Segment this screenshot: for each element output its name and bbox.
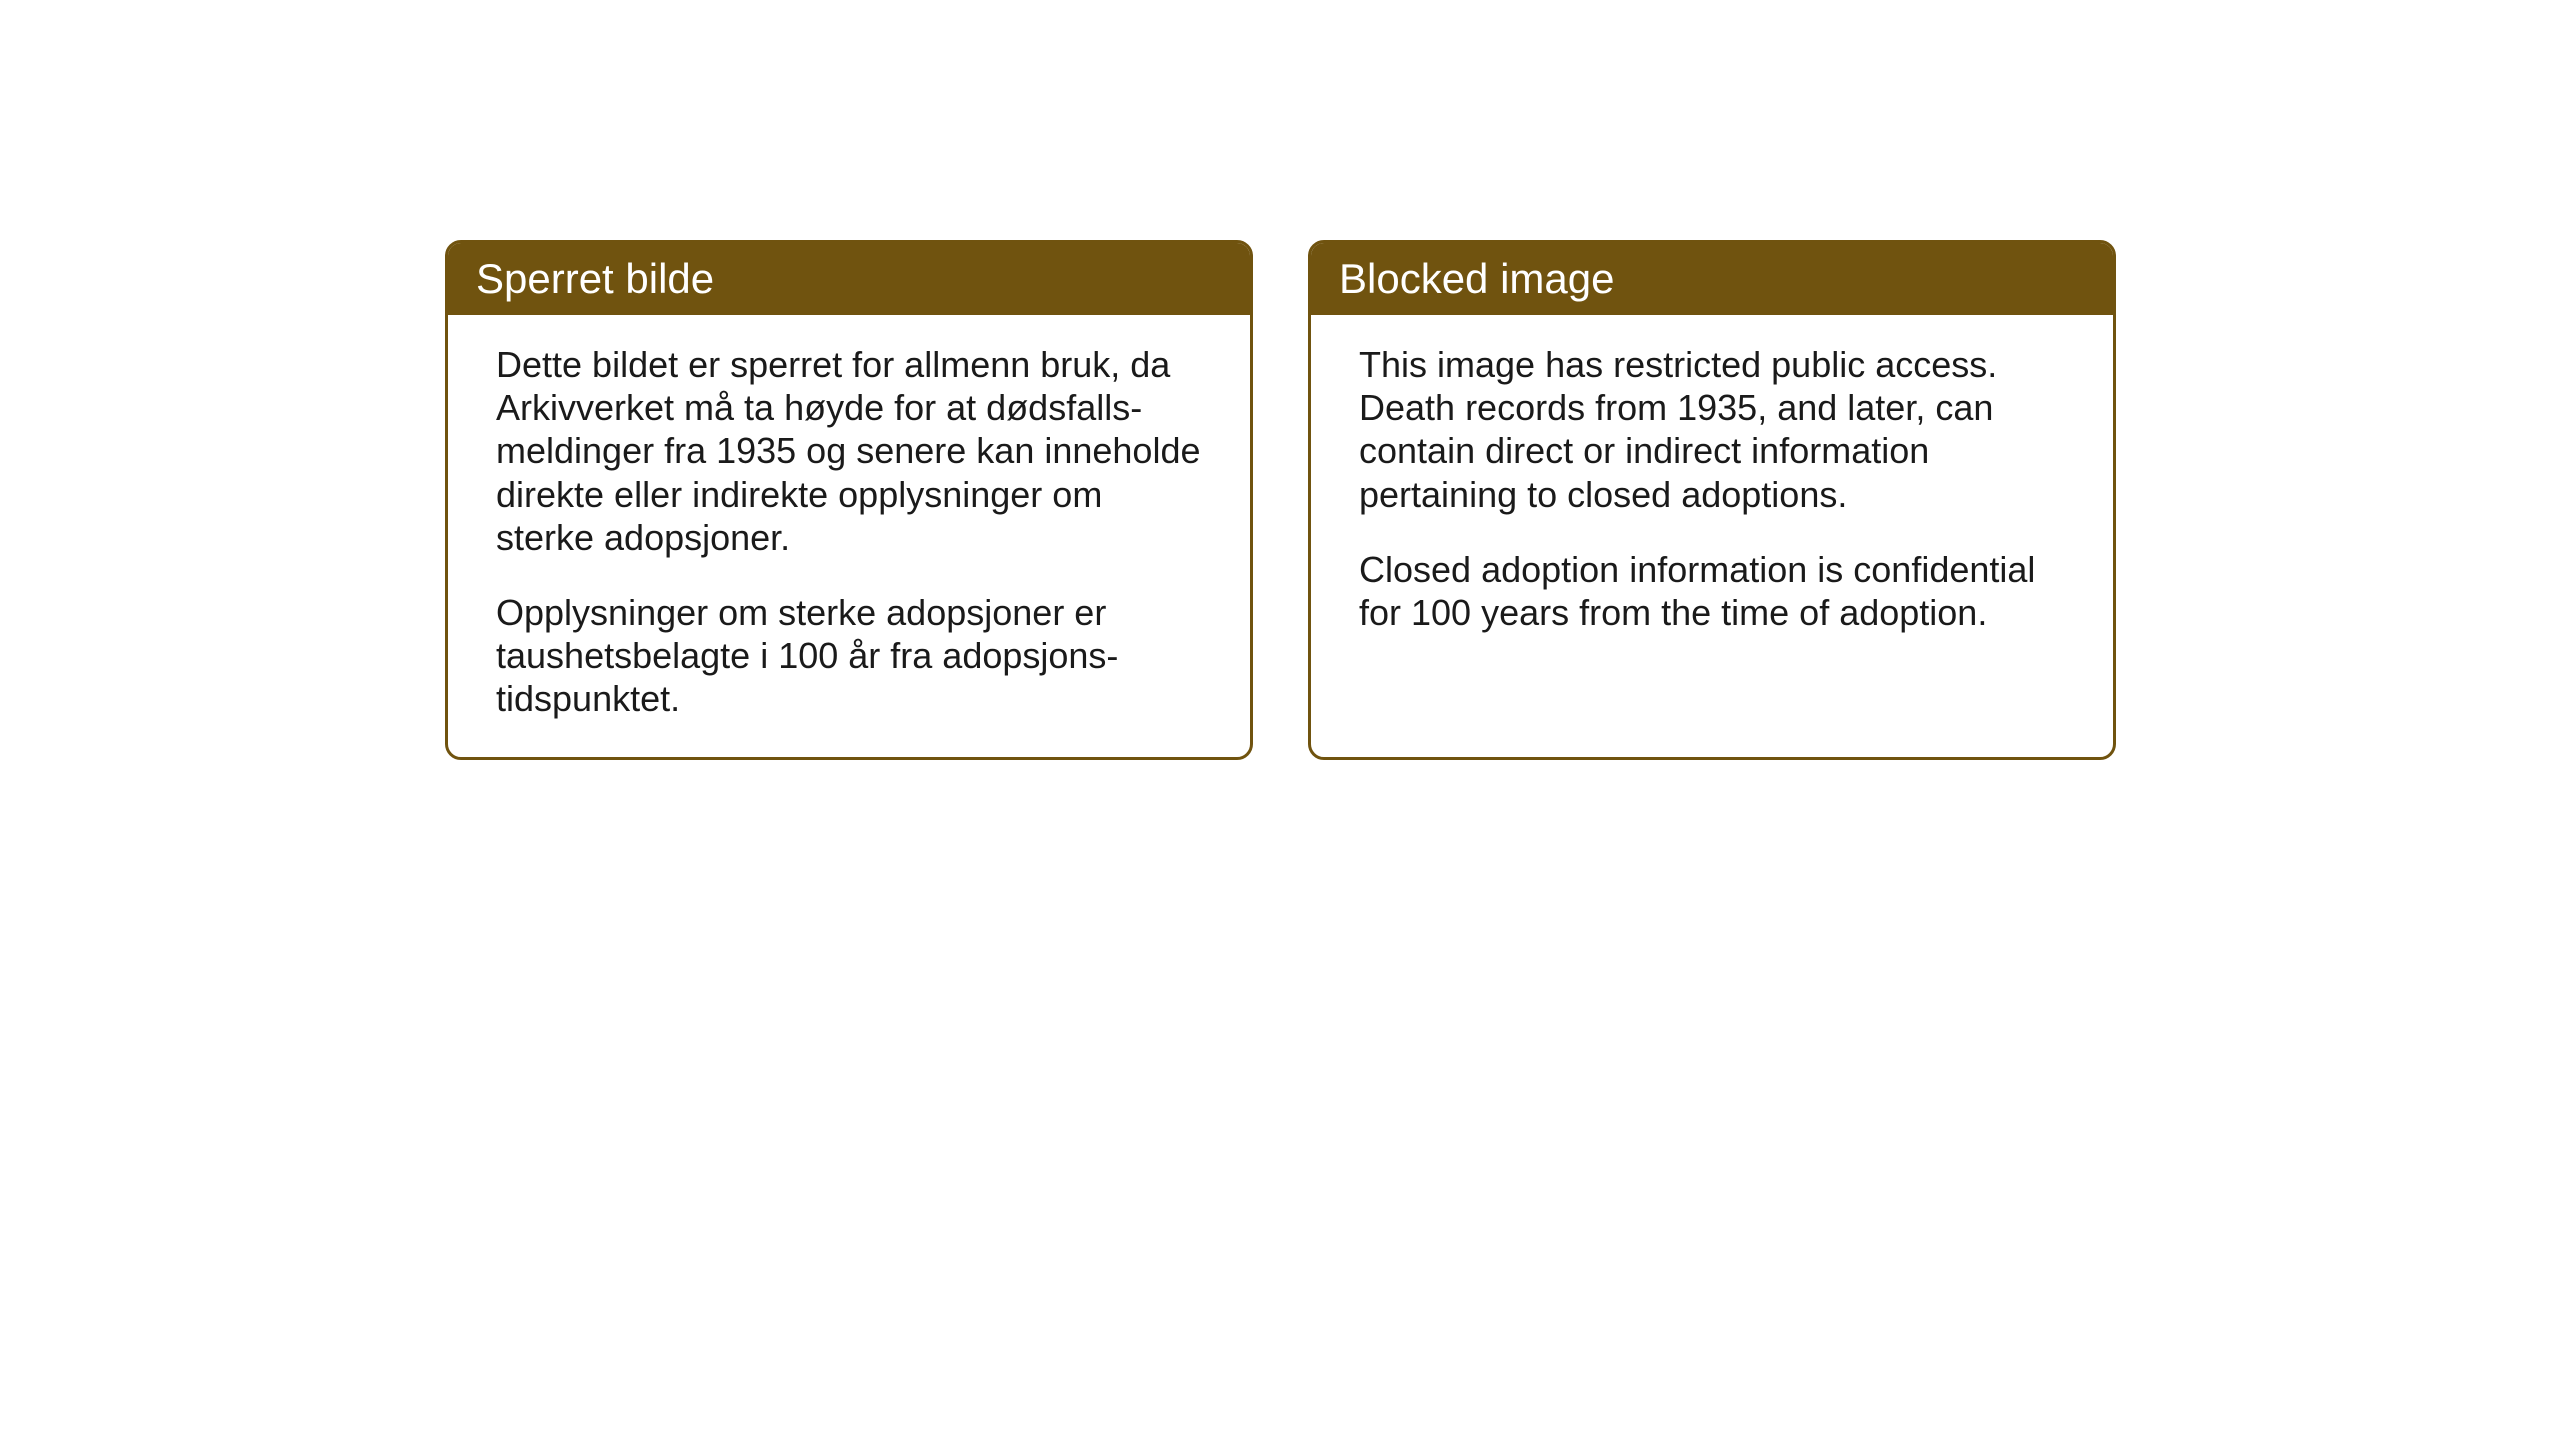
english-paragraph-2: Closed adoption information is confident… xyxy=(1359,548,2065,634)
norwegian-card-header: Sperret bilde xyxy=(448,243,1250,315)
norwegian-paragraph-2: Opplysninger om sterke adopsjoner er tau… xyxy=(496,591,1202,721)
norwegian-card-body: Dette bildet er sperret for allmenn bruk… xyxy=(448,315,1250,757)
english-card-title: Blocked image xyxy=(1339,255,1614,302)
notice-cards-container: Sperret bilde Dette bildet er sperret fo… xyxy=(445,240,2116,760)
english-card-body: This image has restricted public access.… xyxy=(1311,315,2113,735)
norwegian-notice-card: Sperret bilde Dette bildet er sperret fo… xyxy=(445,240,1253,760)
norwegian-card-title: Sperret bilde xyxy=(476,255,714,302)
english-notice-card: Blocked image This image has restricted … xyxy=(1308,240,2116,760)
norwegian-paragraph-1: Dette bildet er sperret for allmenn bruk… xyxy=(496,343,1202,559)
english-paragraph-1: This image has restricted public access.… xyxy=(1359,343,2065,516)
english-card-header: Blocked image xyxy=(1311,243,2113,315)
